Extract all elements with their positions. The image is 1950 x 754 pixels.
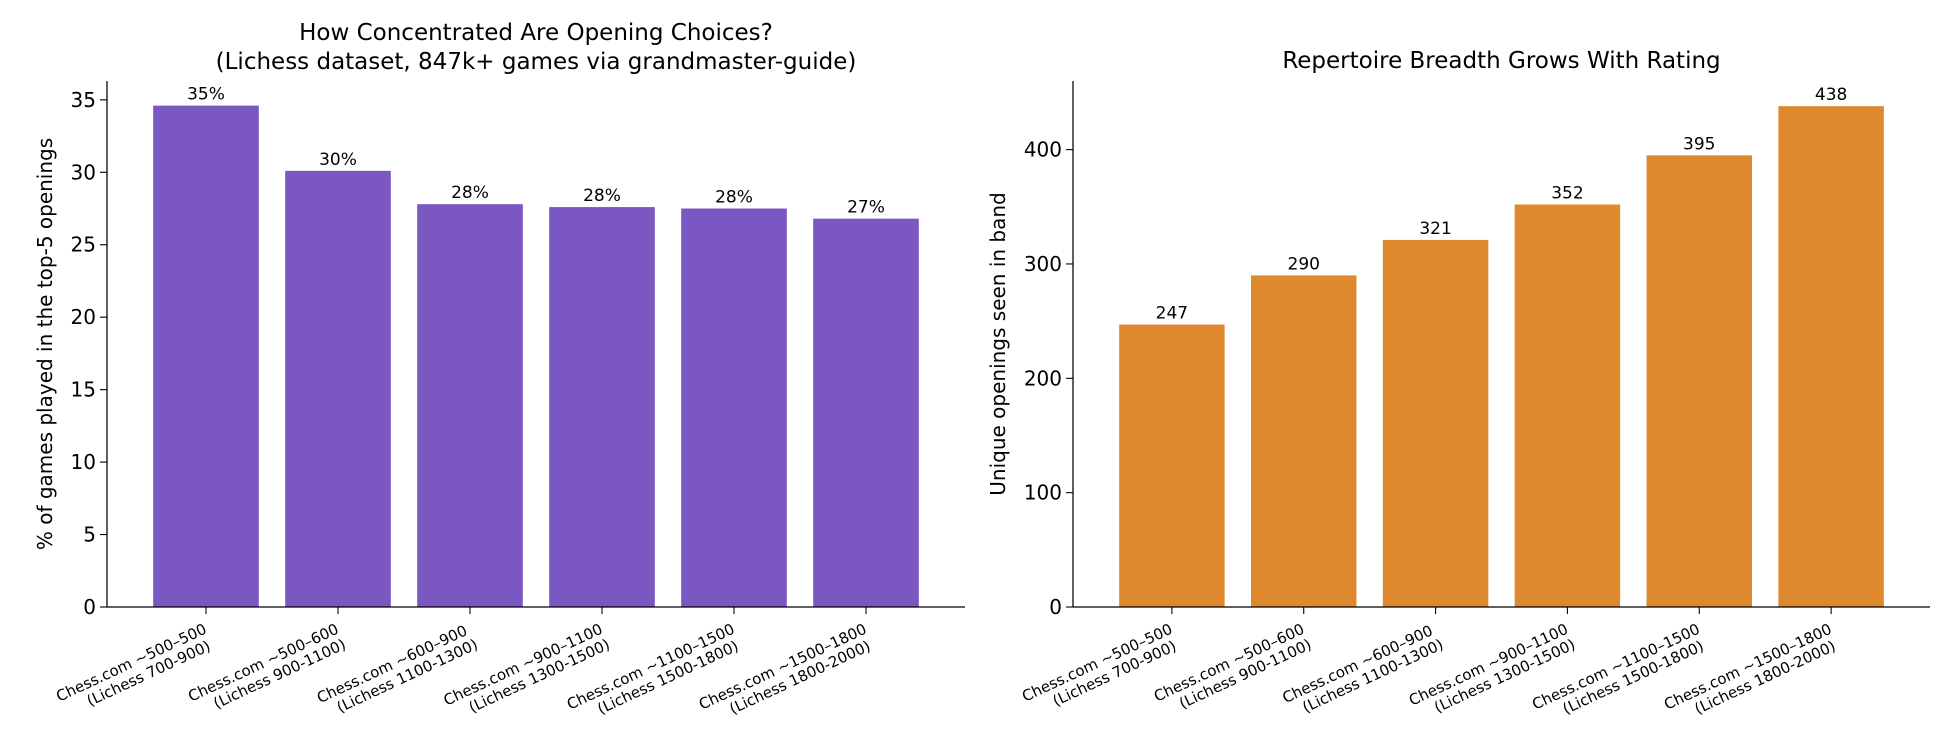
chart2-y-tick-label-5: 400 xyxy=(1024,138,1062,162)
chart1-bar-6[interactable] xyxy=(813,218,919,608)
chart2-y-tick-label-2: 100 xyxy=(1024,481,1062,505)
chart1-y-tick-label-1: 0 xyxy=(83,595,96,619)
chart2-data-label-3: 321 xyxy=(1419,219,1451,239)
chart2-bar-5[interactable] xyxy=(1646,155,1753,607)
chart2-data-label-4: 352 xyxy=(1551,183,1583,203)
chart2-bar-1[interactable] xyxy=(1119,324,1225,607)
chart1-data-label-5: 28% xyxy=(715,188,753,208)
chart2-bar-2[interactable] xyxy=(1250,275,1357,607)
chart2-y-axis-label: Unique openings seen in band xyxy=(986,192,1010,496)
chart1-data-label-1: 35% xyxy=(187,85,225,105)
chart1-y-tick-label-5: 20 xyxy=(71,305,96,329)
chart2-data-label-5: 395 xyxy=(1683,134,1715,154)
chart2-y-tick-label-4: 300 xyxy=(1024,252,1062,276)
chart1-bar-4[interactable] xyxy=(549,207,655,608)
chart1-y-tick-label-2: 5 xyxy=(83,523,96,547)
chart1-y-tick-label-4: 15 xyxy=(71,378,96,402)
chart2-data-label-6: 438 xyxy=(1815,85,1847,105)
chart2-bar-4[interactable] xyxy=(1514,204,1621,607)
chart1-bar-3[interactable] xyxy=(417,204,523,608)
chart1-data-label-6: 27% xyxy=(847,198,885,218)
chart1-y-axis-label: % of games played in the top-5 openings xyxy=(33,138,57,550)
chart2-y-tick-label-3: 200 xyxy=(1024,366,1062,390)
chart1-bar-5[interactable] xyxy=(681,208,787,608)
chart1-bar-2[interactable] xyxy=(285,170,391,608)
chart1-data-label-2: 30% xyxy=(319,150,357,170)
chart1-bar-1[interactable] xyxy=(153,105,259,607)
chart1-title: How Concentrated Are Opening Choices? (Li… xyxy=(216,20,857,75)
chart2-data-label-2: 290 xyxy=(1288,254,1320,274)
chart1-y-tick-label-8: 35 xyxy=(71,88,96,112)
chart2-bar-3[interactable] xyxy=(1382,239,1489,607)
chart2-y-tick-label-1: 0 xyxy=(1049,595,1062,619)
chart1-y-tick-label-3: 10 xyxy=(71,450,96,474)
chart1-y-tick-label-7: 30 xyxy=(71,160,96,184)
chart2-title: Repertoire Breadth Grows With Rating xyxy=(1282,48,1720,74)
chart2-data-label-1: 247 xyxy=(1156,304,1188,324)
chart2-bar-6[interactable] xyxy=(1778,106,1884,607)
chart1-data-label-3: 28% xyxy=(451,183,489,203)
chart1-data-label-4: 28% xyxy=(583,186,621,206)
chart1-y-tick-label-6: 25 xyxy=(71,233,96,257)
